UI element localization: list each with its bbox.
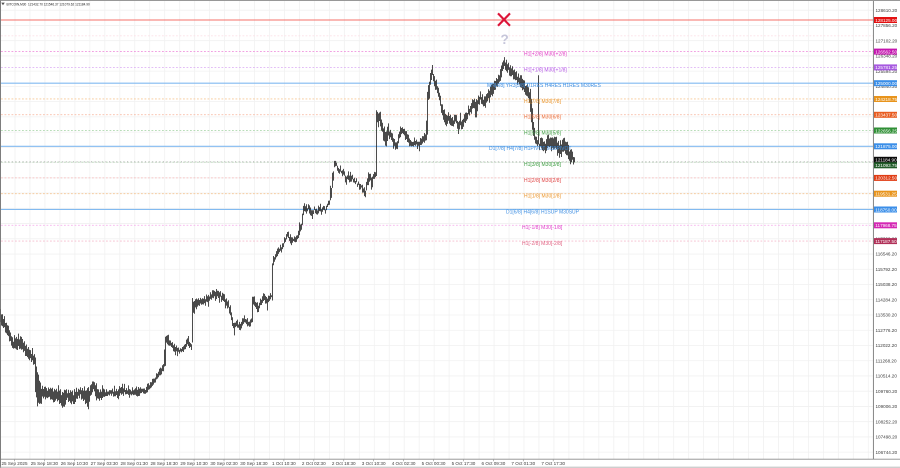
svg-text:124840.20: 124840.20 (876, 84, 898, 89)
svg-text:H1[3/8] M30[3/8]: H1[3/8] M30[3/8] (524, 162, 562, 168)
svg-text:124218.75: 124218.75 (875, 97, 897, 102)
svg-text:27 Sep 03:30: 27 Sep 03:30 (91, 461, 119, 466)
svg-text:126562.50: 126562.50 (875, 49, 897, 54)
svg-text:122656.25: 122656.25 (875, 128, 897, 133)
svg-text:112776.20: 112776.20 (876, 328, 898, 333)
svg-text:30 Sep 02:30: 30 Sep 02:30 (210, 461, 238, 466)
svg-text:128610.20: 128610.20 (876, 8, 898, 13)
svg-text:?: ? (501, 32, 509, 47)
svg-text:29 Sep 10:30: 29 Sep 10:30 (180, 461, 208, 466)
svg-text:125000.00: 125000.00 (875, 81, 897, 86)
svg-text:3 Oct 10:30: 3 Oct 10:30 (362, 461, 386, 466)
svg-text:30 Sep 18:30: 30 Sep 18:30 (240, 461, 268, 466)
svg-text:127856.20: 127856.20 (876, 23, 898, 28)
svg-text:108252.20: 108252.20 (876, 419, 898, 424)
svg-text:6 Oct 09:30: 6 Oct 09:30 (482, 461, 506, 466)
svg-text:H1[5/8] M30[5/8]: H1[5/8] M30[5/8] (524, 130, 562, 136)
svg-text:117187.50: 117187.50 (875, 239, 897, 244)
svg-text:7 Oct 17:30: 7 Oct 17:30 (541, 461, 565, 466)
svg-text:120312.50: 120312.50 (875, 176, 897, 181)
svg-text:H1[-1/8] M30[-1/8]: H1[-1/8] M30[-1/8] (522, 225, 563, 231)
svg-text:26 Sep 10:30: 26 Sep 10:30 (61, 461, 89, 466)
svg-text:112022.20: 112022.20 (876, 343, 898, 348)
svg-text:MN[4/8] YR3[5/8] D1RES H4RES H: MN[4/8] YR3[5/8] D1RES H4RES H1RES M30RE… (487, 83, 602, 89)
svg-text:117968.75: 117968.75 (875, 223, 897, 228)
svg-text:110514.20: 110514.20 (876, 374, 898, 379)
svg-text:D1[6/8] H4[6/8] H1SUP M30SUP: D1[6/8] H4[6/8] H1SUP M30SUP (506, 209, 580, 215)
svg-text:D1[7/8] H4[7/8] H1PIVOT M30PIV: D1[7/8] H4[7/8] H1PIVOT M30PIVOT (489, 146, 571, 152)
svg-text:2 Oct 18:30: 2 Oct 18:30 (332, 461, 356, 466)
svg-text:5 Oct 00:30: 5 Oct 00:30 (422, 461, 446, 466)
svg-text:25 Sep 18:30: 25 Sep 18:30 (31, 461, 59, 466)
svg-text:28 Sep 18:30: 28 Sep 18:30 (150, 461, 178, 466)
svg-text:H1[+2/8] M30[+2/8]: H1[+2/8] M30[+2/8] (524, 51, 567, 57)
svg-text:1 Oct 10:30: 1 Oct 10:30 (272, 461, 296, 466)
svg-text:H1[2/8] M30[2/8]: H1[2/8] M30[2/8] (524, 178, 562, 184)
svg-text:25 Sep 2025: 25 Sep 2025 (1, 461, 28, 466)
svg-text:116546.20: 116546.20 (876, 252, 898, 257)
svg-text:114284.20: 114284.20 (876, 297, 898, 302)
svg-text:106744.20: 106744.20 (876, 450, 898, 455)
svg-text:BITCOIN,M30 121432.70 121546.: BITCOIN,M30 121432.70 121546.37 121079.6… (7, 3, 90, 7)
svg-text:107498.20: 107498.20 (876, 435, 898, 440)
svg-text:121184.90: 121184.90 (875, 158, 897, 163)
svg-text:H1[1/8] M30[1/8]: H1[1/8] M30[1/8] (524, 194, 562, 200)
svg-text:125781.25: 125781.25 (875, 65, 897, 70)
svg-text:115038.20: 115038.20 (876, 282, 898, 287)
svg-text:125594.20: 125594.20 (876, 69, 898, 74)
svg-text:28 Sep 01:30: 28 Sep 01:30 (121, 461, 149, 466)
svg-text:5 Oct 17:30: 5 Oct 17:30 (452, 461, 476, 466)
svg-text:126348.20: 126348.20 (876, 54, 898, 59)
svg-text:119531.25: 119531.25 (875, 192, 897, 197)
svg-text:121093.75: 121093.75 (875, 163, 897, 168)
svg-text:2 Oct 02:30: 2 Oct 02:30 (302, 461, 326, 466)
svg-text:4 Oct 02:30: 4 Oct 02:30 (392, 461, 416, 466)
svg-text:H1[+1/8] M30[+1/8]: H1[+1/8] M30[+1/8] (524, 67, 567, 73)
svg-text:121875.00: 121875.00 (875, 144, 897, 149)
svg-text:109006.20: 109006.20 (876, 404, 898, 409)
svg-text:H1[-2/8] M30[-2/8]: H1[-2/8] M30[-2/8] (522, 241, 563, 247)
svg-text:118750.00: 118750.00 (875, 207, 897, 212)
svg-text:115792.20: 115792.20 (876, 267, 898, 272)
svg-text:113530.20: 113530.20 (876, 313, 898, 318)
svg-text:127102.20: 127102.20 (876, 38, 898, 43)
svg-text:123437.50: 123437.50 (875, 113, 897, 118)
svg-text:7 Oct 01:30: 7 Oct 01:30 (511, 461, 535, 466)
svg-text:128125.00: 128125.00 (875, 18, 897, 23)
svg-text:111268.20: 111268.20 (876, 358, 897, 363)
svg-text:H1[6/8] M30[6/8]: H1[6/8] M30[6/8] (524, 115, 562, 121)
svg-text:H1[7/8] M30[7/8]: H1[7/8] M30[7/8] (524, 99, 562, 105)
svg-text:109760.20: 109760.20 (876, 389, 898, 394)
